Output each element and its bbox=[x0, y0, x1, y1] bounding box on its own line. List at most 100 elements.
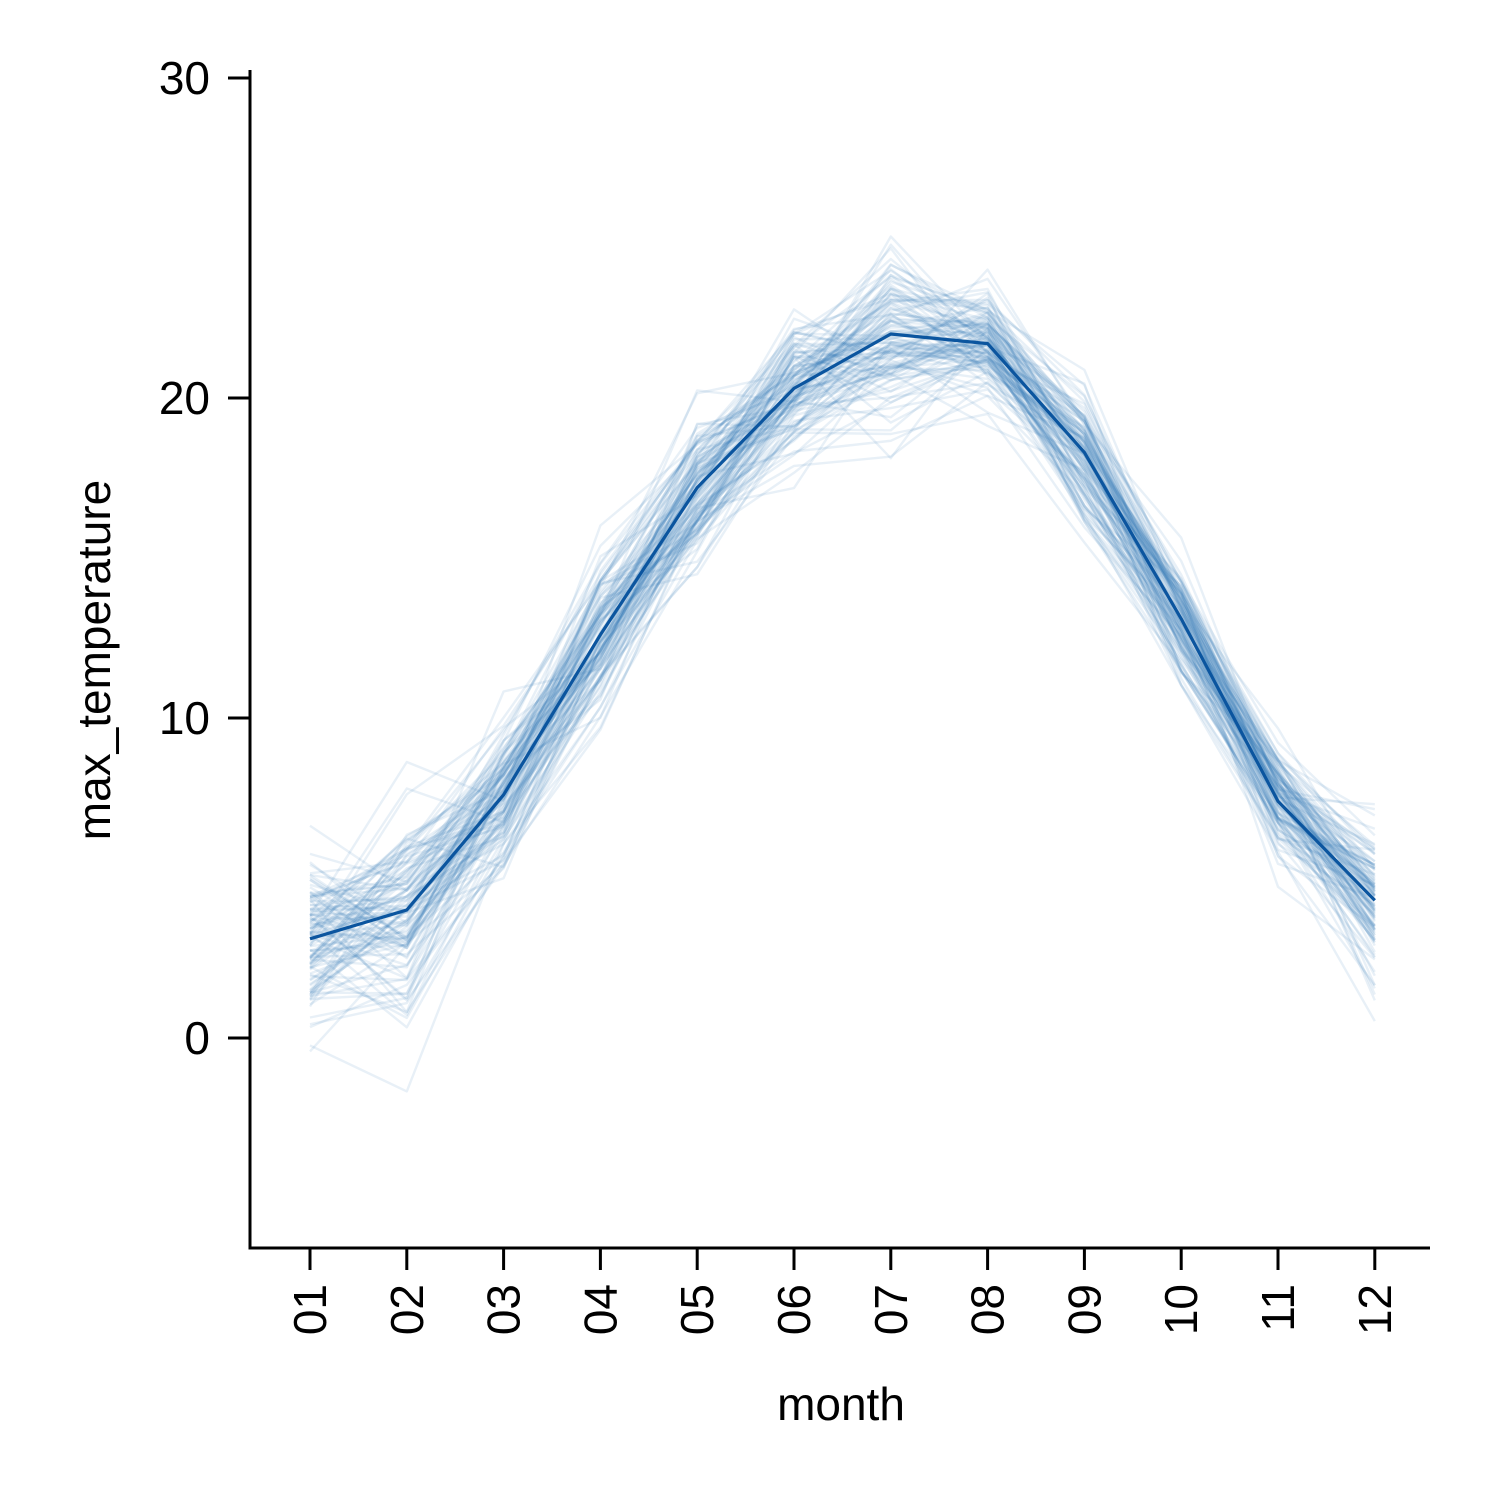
background-line bbox=[309, 319, 1376, 918]
background-line bbox=[309, 287, 1376, 960]
background-line bbox=[309, 298, 1376, 930]
background-line bbox=[308, 235, 1376, 996]
background-line bbox=[309, 275, 1376, 940]
background-line bbox=[308, 350, 1376, 1008]
background-line bbox=[309, 306, 1376, 950]
background-line bbox=[309, 354, 1376, 965]
background-line bbox=[309, 257, 1376, 904]
x-tick-label: 10 bbox=[1155, 1284, 1207, 1335]
tick-labels: 0 10 20 30 01 02 03 04 05 06 07 08 09 10 11 12 bbox=[159, 52, 1401, 1335]
background-line bbox=[309, 372, 1376, 923]
y-tick-label: 20 bbox=[159, 372, 210, 424]
y-axis-label: max_temperature bbox=[68, 480, 120, 841]
background-line bbox=[309, 335, 1376, 938]
y-tick-label: 30 bbox=[159, 52, 210, 104]
background-line bbox=[309, 340, 1376, 944]
x-tick-label: 08 bbox=[962, 1284, 1014, 1335]
background-line bbox=[309, 340, 1376, 996]
background-line bbox=[309, 327, 1376, 898]
background-line bbox=[309, 344, 1376, 916]
background-line bbox=[309, 358, 1376, 975]
background-line bbox=[309, 361, 1376, 950]
axes bbox=[228, 70, 1430, 1270]
mean-line bbox=[309, 332, 1376, 941]
background-line bbox=[309, 347, 1376, 937]
x-tick-label: 09 bbox=[1058, 1284, 1110, 1335]
background-line bbox=[308, 311, 1376, 1000]
background-line bbox=[309, 274, 1376, 911]
background-line bbox=[309, 381, 1376, 986]
background-line bbox=[309, 350, 1376, 981]
x-tick-label: 06 bbox=[768, 1284, 820, 1335]
background-line bbox=[309, 342, 1376, 994]
background-line bbox=[309, 308, 1376, 941]
background-line bbox=[309, 347, 1376, 979]
background-line bbox=[309, 336, 1376, 913]
background-line bbox=[309, 332, 1376, 992]
background-line bbox=[309, 297, 1376, 899]
background-line bbox=[309, 315, 1376, 1019]
background-line bbox=[309, 283, 1376, 953]
background-line bbox=[309, 329, 1376, 898]
background-line bbox=[309, 347, 1376, 952]
x-tick-label: 07 bbox=[865, 1284, 917, 1335]
background-line bbox=[309, 331, 1376, 998]
background-line bbox=[309, 380, 1376, 1020]
background-line bbox=[309, 342, 1376, 982]
background-line bbox=[309, 243, 1376, 929]
x-tick-label: 11 bbox=[1252, 1284, 1304, 1332]
background-line bbox=[309, 298, 1376, 952]
background-line bbox=[309, 362, 1376, 1014]
background-line bbox=[309, 292, 1376, 943]
background-line bbox=[309, 330, 1376, 965]
x-tick-label: 02 bbox=[381, 1284, 433, 1335]
background-line bbox=[309, 263, 1376, 899]
background-line bbox=[309, 287, 1376, 948]
background-line bbox=[309, 343, 1375, 907]
background-line bbox=[309, 287, 1376, 927]
background-line bbox=[309, 323, 1376, 987]
background-line bbox=[309, 286, 1375, 936]
background-line bbox=[309, 321, 1376, 971]
background-line bbox=[309, 312, 1376, 959]
background-line bbox=[309, 298, 1376, 925]
background-line bbox=[309, 394, 1376, 1093]
background-line bbox=[309, 343, 1376, 921]
background-line bbox=[308, 268, 1376, 946]
background-line bbox=[309, 330, 1376, 986]
x-tick-label: 05 bbox=[671, 1284, 723, 1335]
background-line bbox=[309, 332, 1376, 994]
background-line bbox=[309, 292, 1376, 892]
background-line bbox=[309, 341, 1376, 946]
background-line bbox=[309, 278, 1376, 940]
background-line bbox=[309, 329, 1376, 967]
background-line bbox=[309, 316, 1376, 918]
background-line bbox=[309, 273, 1376, 958]
background-line bbox=[309, 298, 1376, 959]
background-line bbox=[309, 320, 1376, 931]
background-line bbox=[309, 306, 1376, 892]
background-line bbox=[309, 294, 1376, 930]
x-tick-label: 03 bbox=[478, 1284, 530, 1335]
y-tick-label: 10 bbox=[159, 692, 210, 744]
background-line bbox=[309, 316, 1376, 935]
background-line bbox=[309, 303, 1376, 982]
background-line bbox=[309, 355, 1376, 969]
x-axis-label: month bbox=[777, 1378, 905, 1430]
background-line bbox=[309, 247, 1376, 1017]
background-line bbox=[309, 354, 1376, 1006]
background-line bbox=[309, 359, 1376, 939]
background-line bbox=[309, 268, 1376, 917]
background-line bbox=[309, 343, 1376, 958]
background-line bbox=[309, 334, 1376, 948]
background-line bbox=[309, 330, 1376, 934]
background-line bbox=[309, 312, 1376, 986]
background-line bbox=[309, 319, 1376, 966]
background-line bbox=[309, 292, 1376, 942]
background-line bbox=[309, 280, 1376, 930]
background-series-lines bbox=[308, 235, 1376, 1093]
background-line bbox=[309, 364, 1376, 1029]
background-line bbox=[309, 323, 1376, 952]
background-line bbox=[309, 342, 1376, 895]
